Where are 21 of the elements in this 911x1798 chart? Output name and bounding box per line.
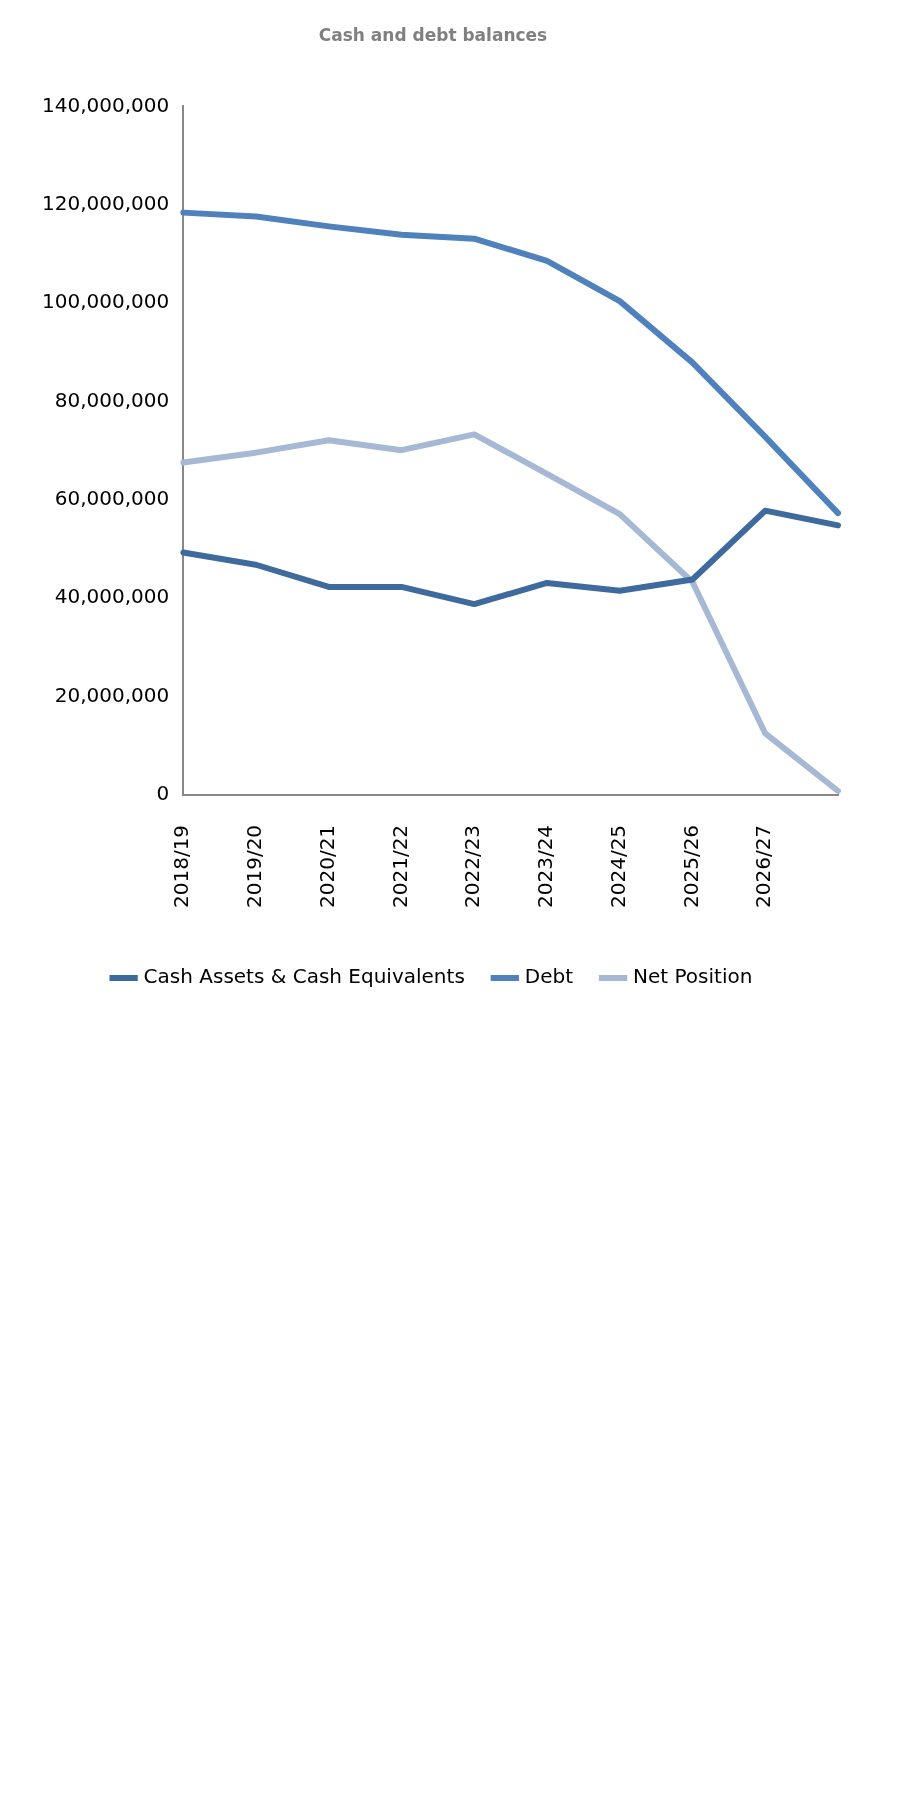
y-tick-label: 60,000,000 xyxy=(54,486,170,511)
y-tick-label: 140,000,000 xyxy=(41,92,170,117)
x-tick-label: 2026/27 xyxy=(751,824,776,909)
y-tick-label: 40,000,000 xyxy=(54,584,170,609)
x-tick-label: 2018/19 xyxy=(169,824,194,909)
x-tick-label: 2021/22 xyxy=(387,824,412,909)
x-tick-label: 2024/25 xyxy=(605,824,630,909)
x-tick-label: 2023/24 xyxy=(533,824,558,909)
y-tick-label: 120,000,000 xyxy=(41,190,170,215)
chart-title: Cash and debt balances xyxy=(318,24,548,45)
y-tick-label: 20,000,000 xyxy=(54,682,170,707)
legend-label: Cash Assets & Cash Equivalents xyxy=(143,964,465,989)
x-tick-label: 2025/26 xyxy=(678,824,703,909)
y-tick-label: 80,000,000 xyxy=(54,387,170,412)
x-tick-label: 2019/20 xyxy=(242,824,267,909)
x-tick-label: 2022/23 xyxy=(460,824,485,909)
legend-label: Net Position xyxy=(633,964,753,989)
legend-label: Debt xyxy=(524,964,574,989)
y-tick-label: 100,000,000 xyxy=(41,289,170,314)
y-tick-label: 0 xyxy=(156,781,170,806)
x-tick-label: 2020/21 xyxy=(314,824,339,909)
